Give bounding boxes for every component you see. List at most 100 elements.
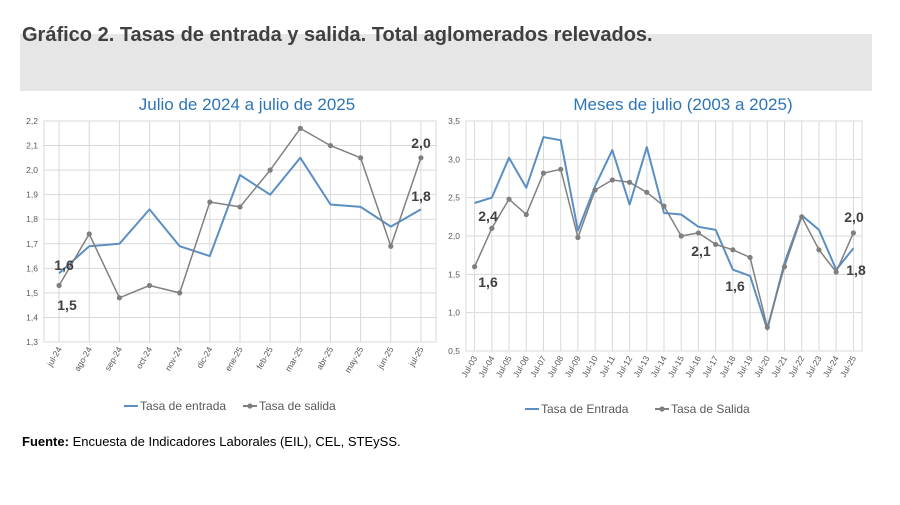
left-chart-xtick-label: sep-24 [102, 345, 124, 373]
right-chart-data-label: 2,1 [691, 243, 711, 259]
left-chart-salida-point [388, 243, 394, 249]
right-chart-salida-point [816, 247, 822, 253]
right-chart-xtick-label: Jul-10 [580, 354, 600, 379]
left-chart-salida-point [237, 204, 243, 210]
right-chart-data-label: 1,6 [478, 274, 498, 290]
source-text: Encuesta de Indicadores Laborales (EIL),… [68, 434, 401, 449]
left-chart-xtick-label: jul-25 [406, 345, 426, 369]
left-chart-xtick-label: ago-24 [72, 345, 94, 373]
source-note: Fuente: Encuesta de Indicadores Laborale… [22, 434, 401, 449]
right-chart-xtick-label: Jul-20 [752, 354, 772, 379]
left-chart-xtick-label: mar-25 [283, 345, 305, 374]
left-chart-xtick-label: oct-24 [134, 345, 155, 371]
left-chart-salida-point [86, 231, 92, 237]
right-chart-salida-point [558, 166, 564, 172]
chart-left: Julio de 2024 a julio de 2025 1,3 1,4 1,5 1,… [26, 95, 437, 413]
right-chart-xtick-label: Jul-18 [717, 354, 737, 379]
left-chart-ytick-label: 1,3 [26, 337, 38, 347]
right-chart-ytick-label: 1,0 [448, 308, 460, 318]
right-chart-xtick-label: Jul-17 [700, 354, 720, 379]
right-chart-xtick-label: Jul-07 [528, 354, 548, 379]
right-chart-xtick-label: Jul-19 [735, 354, 755, 379]
right-chart-data-label: 2,0 [844, 209, 864, 225]
right-chart-legend-salida-label: Tasa de Salida [671, 402, 750, 416]
right-chart-ytick-label: 2,0 [448, 231, 460, 241]
left-chart-xtick-label: feb-25 [254, 345, 275, 371]
source-label: Fuente: [22, 434, 69, 449]
right-chart-xtick-label: Jul-13 [631, 354, 651, 379]
right-chart-legend-entrada-label: Tasa de Entrada [541, 402, 629, 416]
right-chart-ytick-label: 2,5 [448, 193, 460, 203]
left-chart-xtick-label: jul-24 [44, 345, 64, 369]
left-chart-data-label: 1,6 [54, 257, 74, 273]
right-chart-xtick-label: Jul-06 [511, 354, 531, 379]
left-chart-salida-point [327, 142, 334, 149]
right-chart-salida-point [609, 177, 615, 183]
title-bar [20, 34, 872, 91]
left-chart-data-label: 1,8 [411, 188, 431, 204]
left-chart-ytick-label: 2,2 [26, 116, 38, 126]
left-chart-ytick-label: 1,9 [26, 190, 38, 200]
right-chart-salida-point [575, 234, 581, 241]
right-chart-xtick-label: Jul-08 [545, 354, 565, 379]
right-chart-salida-point [592, 187, 598, 193]
left-chart-salida-point [177, 290, 183, 296]
left-chart-ytick-label: 1,8 [26, 214, 38, 224]
left-chart-ytick-label: 2,0 [26, 165, 38, 175]
left-chart-data-label: 1,5 [57, 297, 77, 313]
right-chart-ytick-label: 1,5 [448, 269, 460, 279]
chart-right: Meses de julio (2003 a 2025) 0,5 1,0 1,5 2,0… [448, 95, 866, 416]
right-chart-salida-point [747, 254, 753, 261]
left-chart-legend-salida-label: Tasa de salida [259, 399, 336, 413]
right-chart-series-entrada-line [474, 136, 855, 331]
right-chart-xtick-label: Jul-25 [838, 354, 858, 379]
right-chart-ytick-label: 3,5 [448, 116, 460, 126]
right-chart-xtick-label: Jul-22 [786, 354, 806, 379]
right-chart-salida-point [833, 269, 839, 275]
right-chart-xtick-label: Jul-21 [769, 354, 789, 379]
right-chart-title: Meses de julio (2003 a 2025) [573, 95, 792, 114]
left-chart-salida-point [358, 155, 364, 161]
left-chart-data-label: 2,0 [411, 135, 431, 151]
left-chart-xtick-label: dic-24 [194, 345, 214, 370]
right-chart-data-label: 1,6 [725, 278, 745, 294]
left-chart-xtick-label: nov-24 [163, 345, 185, 373]
left-chart-ytick-label: 2,1 [26, 141, 38, 151]
right-chart-xtick-label: Jul-09 [562, 354, 582, 379]
right-chart-salida-point [523, 211, 529, 218]
right-chart-salida-point [644, 189, 650, 195]
right-chart-salida-point [764, 324, 770, 330]
figure-title: Gráfico 2. Tasas de entrada y salida. To… [22, 24, 653, 46]
right-chart-salida-point [661, 203, 667, 209]
left-chart-xtick-label: abr-25 [314, 345, 335, 372]
right-chart-data-label: 2,4 [478, 208, 498, 224]
left-chart-salida-point [146, 282, 153, 289]
right-chart-salida-point [781, 264, 788, 270]
right-chart-salida-point [626, 179, 633, 185]
left-chart-legend-salida-marker [247, 403, 253, 409]
right-chart-salida-point [489, 225, 495, 231]
right-chart-ytick-label: 0,5 [448, 346, 460, 356]
right-chart-xtick-label: Jul-24 [821, 354, 841, 379]
left-chart-xtick-label: may-25 [343, 345, 366, 375]
right-chart-salida-point [730, 247, 736, 253]
right-chart-salida-point [678, 233, 684, 239]
left-chart-xtick-label: ene-25 [223, 345, 245, 373]
left-chart-legend-entrada-label: Tasa de entrada [140, 399, 226, 413]
left-chart-salida-point [56, 282, 62, 289]
left-chart-ytick-label: 1,7 [26, 239, 38, 249]
left-chart-salida-point [116, 295, 122, 301]
right-chart-salida-point [695, 230, 702, 236]
right-chart-xtick-label: Jul-23 [803, 354, 823, 379]
right-chart-salida-point [850, 230, 856, 236]
right-chart-salida-point [799, 214, 805, 220]
right-chart-xtick-label: Jul-16 [683, 354, 703, 379]
left-chart-xtick-label: jun-25 [375, 345, 396, 372]
left-chart-salida-point [297, 125, 303, 131]
right-chart-salida-point [472, 264, 478, 270]
left-chart-salida-point [418, 155, 424, 161]
left-chart-ytick-label: 1,6 [26, 263, 38, 273]
right-chart-xtick-label: Jul-05 [494, 354, 514, 379]
right-chart-legend-salida-marker [659, 406, 665, 412]
left-chart-ytick-label: 1,5 [26, 288, 38, 298]
